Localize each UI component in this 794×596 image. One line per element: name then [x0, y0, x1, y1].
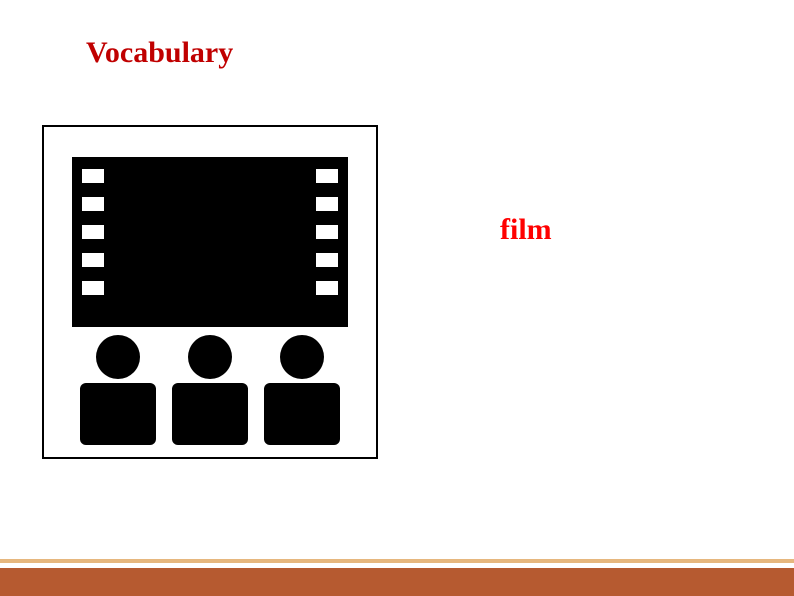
vocabulary-image-frame [42, 125, 378, 459]
footer-thick-bar [0, 568, 794, 596]
section-heading: Vocabulary [86, 36, 233, 70]
vocabulary-word: film [500, 213, 552, 247]
cinema-icon [62, 147, 358, 445]
footer-decoration [0, 559, 794, 596]
